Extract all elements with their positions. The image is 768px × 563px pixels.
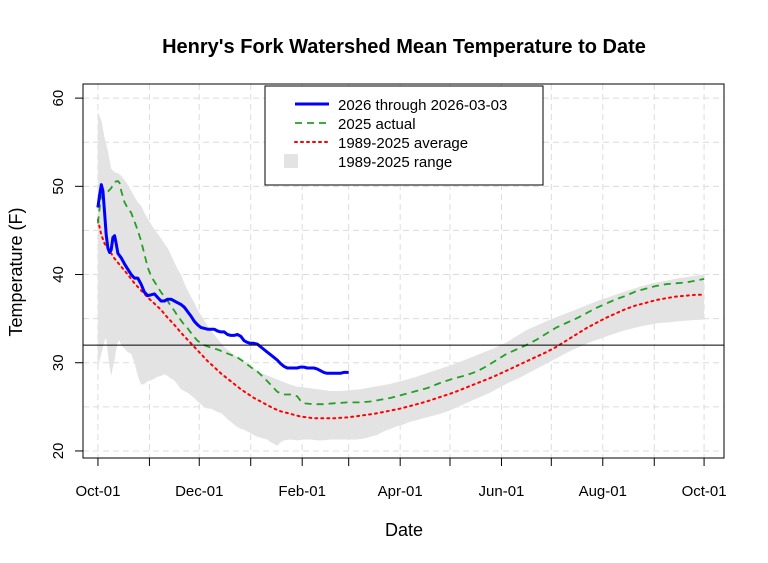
y-tick-label: 30	[50, 354, 67, 371]
y-axis-label: Temperature (F)	[6, 207, 26, 336]
x-tick-label: Feb-01	[278, 483, 326, 500]
series-layer	[96, 180, 706, 420]
legend-label: 1989-2025 average	[338, 135, 468, 152]
series-line-2025-actual	[97, 180, 705, 406]
legend: 2026 through 2026-03-03 2025 actual 1989-2…	[264, 85, 544, 186]
legend-label: 1989-2025 range	[338, 154, 452, 171]
x-tick-label: Apr-01	[378, 483, 423, 500]
y-tick-label: 40	[50, 266, 67, 283]
legend-label: 2025 actual	[338, 116, 416, 133]
legend-label: 2026 through 2026-03-03	[338, 97, 507, 114]
x-tick-label: Aug-01	[579, 483, 627, 500]
series-line-1989-2025-average	[96, 218, 706, 420]
series-line-2026-through-2026-03-03	[96, 183, 349, 375]
axes: Oct-01 Dec-01 Feb-01 Apr-01 Jun-01 Aug-01 Oct-…	[50, 90, 727, 500]
x-axis-label: Date	[385, 520, 423, 540]
x-tick-label: Jun-01	[479, 483, 525, 500]
x-tick-label: Oct-01	[75, 483, 120, 500]
y-tick-label: 20	[50, 443, 67, 460]
plot-frame	[82, 83, 725, 459]
legend-swatch-range	[284, 154, 298, 168]
x-tick-label: Dec-01	[175, 483, 223, 500]
chart-title: Henry's Fork Watershed Mean Temperature …	[162, 36, 646, 58]
y-tick-label: 60	[50, 90, 67, 107]
y-tick-label: 50	[50, 178, 67, 195]
x-tick-label: Oct-01	[682, 483, 727, 500]
